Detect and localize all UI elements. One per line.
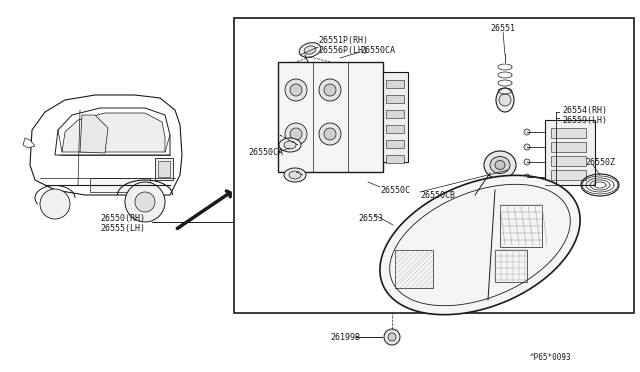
Circle shape [524, 159, 530, 165]
Bar [495, 250, 527, 282]
Ellipse shape [284, 168, 306, 182]
Bar [386, 95, 404, 103]
Bar [500, 205, 542, 247]
Polygon shape [380, 175, 580, 315]
Text: 26550CA: 26550CA [360, 45, 395, 55]
Polygon shape [80, 115, 108, 153]
Text: 26550C: 26550C [380, 186, 410, 195]
Ellipse shape [300, 43, 321, 57]
Bar [395, 250, 433, 288]
Bar [386, 155, 404, 163]
Text: ^P65*0093: ^P65*0093 [530, 353, 572, 362]
Circle shape [319, 79, 341, 101]
Text: 26553: 26553 [358, 214, 383, 222]
Bar [383, 72, 408, 162]
Ellipse shape [496, 88, 514, 112]
Circle shape [40, 189, 70, 219]
Circle shape [388, 333, 396, 341]
Text: 26199B: 26199B [330, 334, 360, 343]
Text: 26559(LH): 26559(LH) [562, 115, 607, 125]
Bar [158, 161, 170, 177]
Text: 26550Z: 26550Z [585, 157, 615, 167]
Text: 26555(LH): 26555(LH) [100, 224, 145, 232]
Polygon shape [55, 108, 170, 155]
Bar [386, 140, 404, 148]
Circle shape [290, 84, 302, 96]
Bar [551, 170, 586, 180]
Text: 26551P(RH): 26551P(RH) [318, 35, 368, 45]
Bar [386, 125, 404, 133]
Ellipse shape [464, 198, 476, 208]
Circle shape [524, 129, 530, 135]
Circle shape [384, 329, 400, 345]
Circle shape [499, 94, 511, 106]
Text: 26550(RH): 26550(RH) [100, 214, 145, 222]
Circle shape [285, 123, 307, 145]
Text: 26556P(LH): 26556P(LH) [318, 45, 368, 55]
Ellipse shape [484, 151, 516, 179]
Bar [551, 156, 586, 166]
Circle shape [135, 192, 155, 212]
Text: 26551: 26551 [490, 23, 515, 32]
Bar [551, 128, 586, 138]
Circle shape [319, 123, 341, 145]
Circle shape [524, 144, 530, 150]
Ellipse shape [495, 160, 505, 170]
Polygon shape [23, 138, 35, 148]
Circle shape [324, 84, 336, 96]
Bar [545, 120, 595, 185]
Bar [234, 18, 634, 313]
Bar [386, 80, 404, 88]
Bar [90, 178, 150, 192]
Bar [386, 110, 404, 118]
Polygon shape [62, 113, 165, 152]
Ellipse shape [279, 138, 301, 152]
Ellipse shape [304, 46, 316, 54]
Bar [278, 62, 383, 172]
Bar [155, 158, 173, 180]
Circle shape [285, 79, 307, 101]
Ellipse shape [289, 171, 301, 179]
Circle shape [290, 128, 302, 140]
Circle shape [324, 128, 336, 140]
Text: 26550CA: 26550CA [248, 148, 283, 157]
Circle shape [125, 182, 165, 222]
Ellipse shape [284, 141, 296, 149]
Polygon shape [30, 95, 182, 195]
Text: 26554(RH): 26554(RH) [562, 106, 607, 115]
Text: 26550CB: 26550CB [420, 190, 455, 199]
Circle shape [524, 174, 530, 180]
Bar [551, 142, 586, 152]
Ellipse shape [490, 157, 510, 173]
